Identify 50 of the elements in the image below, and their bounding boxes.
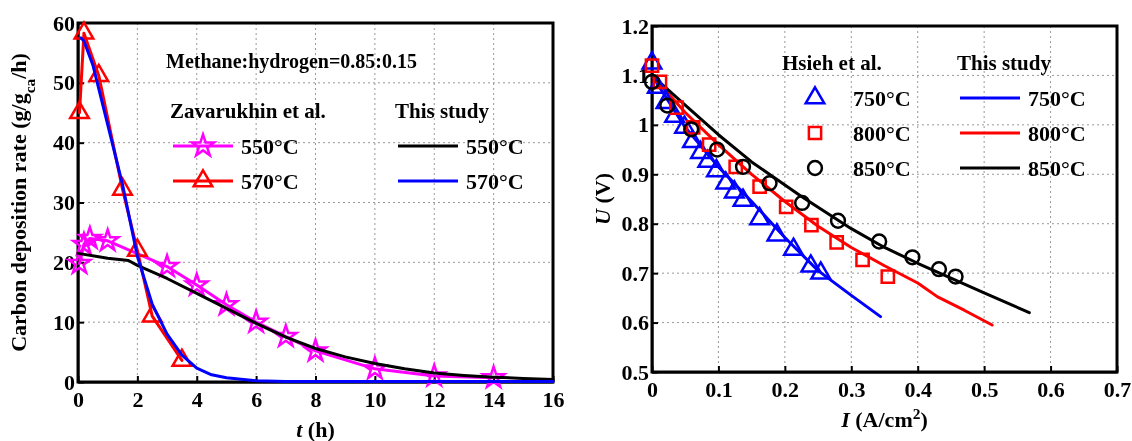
point [182,270,211,298]
x-tick-label: 10 [364,387,387,412]
annotation: Methane:hydrogen=0.85:0.15 [166,50,418,73]
x-tick-label: 0.2 [771,377,800,402]
y-tick-label: 1 [638,112,649,138]
y-tick-label: 0.8 [621,211,649,237]
legend-label: 570°C [241,169,299,194]
y-tick-label: 0.9 [621,161,649,187]
annotation: Hsieh et al. [782,51,882,75]
y-tick-label: 0.5 [621,359,649,385]
point [68,100,91,120]
x-tick-label: 12 [423,387,446,412]
x-tick-label: 0.4 [904,377,932,402]
legend-label: 850°C [1028,156,1086,181]
legend-label: 750°C [853,86,911,111]
y-tick-label: 1.1 [621,62,649,88]
x-tick-label: 8 [310,387,322,412]
x-tick-label: 2 [132,387,144,412]
x-tick-label: 6 [251,387,263,412]
legend-label: 850°C [853,156,911,181]
annotation: This study [395,99,490,123]
y-tick-label: 0.7 [621,260,649,286]
y-tick-label: 30 [53,190,75,216]
x-tick-label: 0.3 [838,377,866,402]
legend-label: 550°C [241,134,299,159]
x-tick-label: 0.1 [705,377,733,402]
x-tick-label: 0.6 [1037,377,1065,402]
annotation: Zavarukhin et al. [170,99,326,123]
y-axis-title: U (V) [590,173,615,225]
annotation: This study [957,51,1052,75]
point [73,21,95,40]
x-axis-title: t (h) [296,417,335,441]
x-axis-title: I (A/cm$^{2}$) [840,404,928,432]
legend-label: 550°C [466,134,524,159]
legend-label: 750°C [1028,86,1086,111]
legend-label: 800°C [853,121,911,146]
y-tick-label: 0.6 [621,310,649,336]
y-tick-label: 1.2 [621,13,649,39]
legend-label: 570°C [466,169,524,194]
x-tick-label: 0.5 [970,377,999,402]
y-tick-label: 50 [53,70,75,96]
x-tick-label: 16 [542,387,565,412]
x-tick-label: 4 [191,387,203,412]
x-tick-label: 0.7 [1103,377,1132,402]
y-tick-label: 60 [53,10,75,36]
y-tick-label: 40 [53,130,75,156]
x-tick-label: 14 [483,387,506,412]
y-tick-label: 10 [53,309,75,335]
legend-label: 800°C [1028,121,1086,146]
point [126,238,148,257]
